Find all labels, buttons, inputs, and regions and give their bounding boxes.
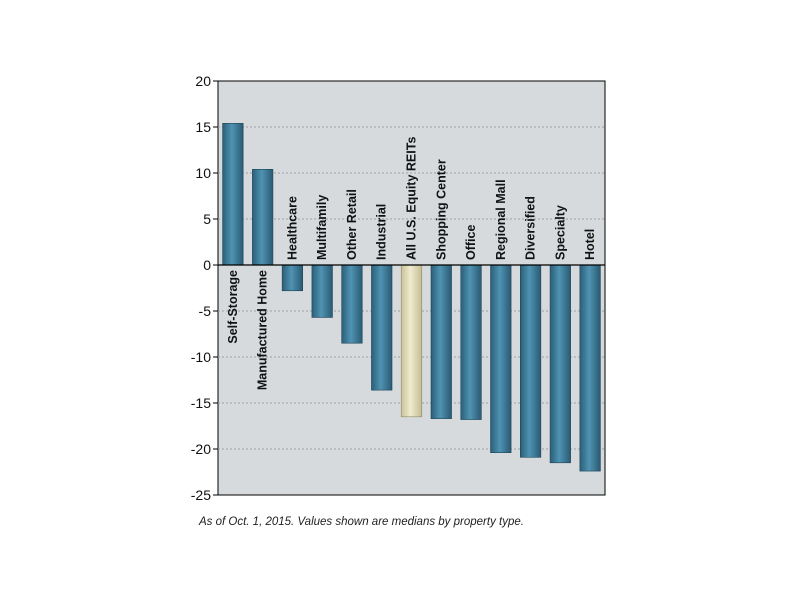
y-tick-label: -15: [191, 395, 211, 411]
category-label: Diversified: [524, 196, 538, 260]
bar-office: [460, 264, 482, 420]
bar-shopping-center: [430, 264, 452, 419]
category-label: Office: [464, 225, 478, 260]
bar-healthcare: [281, 264, 303, 292]
category-labels: Self-Storage Manufactured Home Healthcare M…: [226, 137, 597, 391]
y-tick-label: 5: [203, 211, 211, 227]
y-tick-label: -10: [191, 349, 211, 365]
bar-other-retail: [341, 264, 363, 344]
category-label: Regional Mall: [494, 179, 508, 260]
y-axis: 20 15 10 5 0 -5 -10 -15 -20 -25: [191, 73, 218, 503]
bar-industrial: [371, 264, 393, 391]
chart-caption: As of Oct. 1, 2015. Values shown are med…: [199, 516, 524, 528]
y-tick-label: -25: [191, 487, 211, 503]
gridlines: [218, 126, 605, 450]
bar-self-storage: [222, 123, 244, 266]
category-label: Shopping Center: [434, 159, 448, 260]
bars: [222, 123, 601, 472]
category-label: All U.S. Equity REITs: [405, 137, 419, 260]
y-tick-label: -5: [199, 303, 212, 319]
y-tick-label: 20: [195, 73, 211, 89]
bar-hotel: [579, 264, 601, 472]
bar-regional-mall: [490, 264, 512, 453]
y-tick-label: -20: [191, 441, 211, 457]
category-label: Self-Storage: [226, 270, 240, 344]
y-tick-label: 10: [195, 165, 211, 181]
category-label: Specialty: [553, 205, 567, 260]
y-tick-label: 15: [195, 119, 211, 135]
bar-manufactured-home: [252, 169, 274, 266]
category-label: Hotel: [583, 229, 597, 260]
category-label: Multifamily: [315, 195, 329, 260]
category-label: Manufactured Home: [256, 270, 270, 390]
bar-multifamily: [311, 264, 333, 318]
bar-diversified: [520, 264, 542, 458]
bar-specialty: [549, 264, 571, 464]
category-label: Healthcare: [285, 196, 299, 260]
category-label: Other Retail: [345, 189, 359, 260]
category-label: Industrial: [375, 204, 389, 260]
y-tick-label: 0: [203, 257, 211, 273]
bar-all-u-s-equity-reits: [400, 264, 423, 418]
